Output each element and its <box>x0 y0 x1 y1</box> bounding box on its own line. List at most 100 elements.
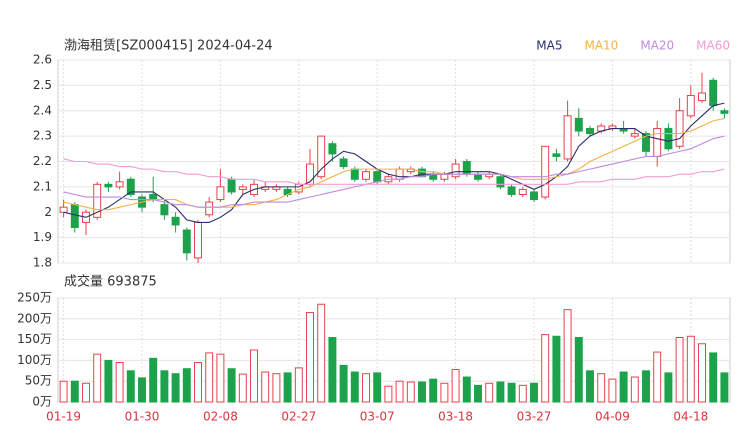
volume-bar <box>373 372 382 403</box>
volume-title: 成交量 693875 <box>64 274 157 290</box>
volume-bar <box>496 381 505 403</box>
volume-bar <box>205 352 214 403</box>
volume-bar <box>597 373 606 403</box>
volume-bar <box>283 372 292 403</box>
candle-body <box>563 115 572 160</box>
candle-body <box>675 110 684 147</box>
volume-bar <box>563 309 572 403</box>
candle-body <box>496 176 505 188</box>
volume-bar <box>59 380 68 403</box>
candle-body <box>541 145 550 198</box>
volume-bar <box>306 312 314 403</box>
volume-bar <box>238 373 247 403</box>
candle-body <box>70 204 79 228</box>
volume-bar <box>350 371 359 403</box>
volume-bar <box>227 368 236 403</box>
volume-bar <box>261 371 270 403</box>
candle-body <box>238 186 247 190</box>
candle-body <box>317 135 326 178</box>
candle-body <box>339 158 348 168</box>
candle-body <box>149 193 158 201</box>
volume-bar <box>115 361 124 403</box>
volume-bar <box>720 372 729 403</box>
x-tick-label: 03-18 <box>438 410 473 424</box>
candle-body <box>171 216 180 226</box>
volume-bar <box>653 351 662 403</box>
volume-bar <box>384 385 393 403</box>
x-tick-label: 04-09 <box>595 410 630 424</box>
candle-body <box>507 186 516 195</box>
candle-body <box>160 204 169 216</box>
y-tick-label: 2 <box>44 205 52 219</box>
volume-bar <box>440 382 449 403</box>
candle-body <box>373 171 382 183</box>
candle-body <box>653 128 662 157</box>
volume-bar <box>429 378 438 403</box>
volume-bar <box>686 335 695 403</box>
candle-body <box>418 168 426 178</box>
volume-bar <box>160 370 169 403</box>
volume-bar <box>194 361 202 403</box>
volume-bar <box>339 364 348 403</box>
y-tick-label: 150万 <box>17 332 52 346</box>
volume-bar <box>586 370 594 403</box>
volume-bar <box>149 357 158 403</box>
candle-body <box>664 128 673 150</box>
y-tick-label: 2.4 <box>33 103 52 117</box>
volume-bar <box>574 337 583 403</box>
volume-bar <box>406 381 415 403</box>
candle-body <box>182 229 191 254</box>
volume-bar <box>541 334 550 403</box>
legend-label: MA20 <box>640 39 674 53</box>
volume-bar <box>630 376 639 403</box>
candle-body <box>451 163 460 178</box>
candle-body <box>362 171 370 180</box>
volume-bar <box>530 382 538 403</box>
legend-label: MA5 <box>536 39 562 53</box>
ma-line <box>63 102 725 223</box>
candle-body <box>720 110 729 114</box>
volume-bar <box>485 382 494 403</box>
y-tick-label: 250万 <box>17 291 52 305</box>
volume-bar <box>507 382 516 403</box>
y-tick-label: 2.2 <box>33 154 52 168</box>
candle-body <box>93 183 102 218</box>
candle-body <box>530 191 538 201</box>
volume-bar <box>462 376 471 403</box>
x-tick-label: 02-27 <box>281 410 316 424</box>
volume-bar <box>70 380 79 403</box>
candle-body <box>194 221 202 259</box>
volume-bar <box>104 359 113 403</box>
x-tick-label: 01-30 <box>125 410 160 424</box>
candle-body <box>350 168 359 180</box>
candle-body <box>227 178 236 193</box>
candle-body <box>440 173 449 180</box>
volume-bar <box>619 371 628 403</box>
candle-body <box>586 128 594 135</box>
volume-bar <box>552 335 561 403</box>
volume-bar <box>93 353 102 403</box>
volume-bar <box>698 343 706 403</box>
y-tick-label: 50万 <box>25 374 52 388</box>
volume-bar <box>126 370 135 403</box>
volume-bar <box>518 384 527 403</box>
y-tick-label: 2.1 <box>33 179 52 193</box>
candle-body <box>59 206 68 213</box>
x-tick-label: 02-08 <box>203 410 238 424</box>
volume-bar <box>675 337 684 403</box>
candle-body <box>115 181 124 188</box>
x-tick-label: 03-27 <box>517 410 552 424</box>
ma-line <box>63 158 725 185</box>
volume-bar <box>317 303 326 403</box>
volume-bar <box>642 370 650 403</box>
candle-body <box>574 117 583 132</box>
y-tick-label: 2.3 <box>33 129 52 143</box>
volume-bar <box>82 382 90 403</box>
volume-bar <box>250 349 258 403</box>
candle-body <box>474 173 482 180</box>
chart-title: 渤海租赁[SZ000415] 2024-04-24 <box>64 38 273 54</box>
y-tick-label: 2.5 <box>33 78 52 92</box>
volume-bar <box>294 367 303 403</box>
volume-bar <box>216 353 225 403</box>
